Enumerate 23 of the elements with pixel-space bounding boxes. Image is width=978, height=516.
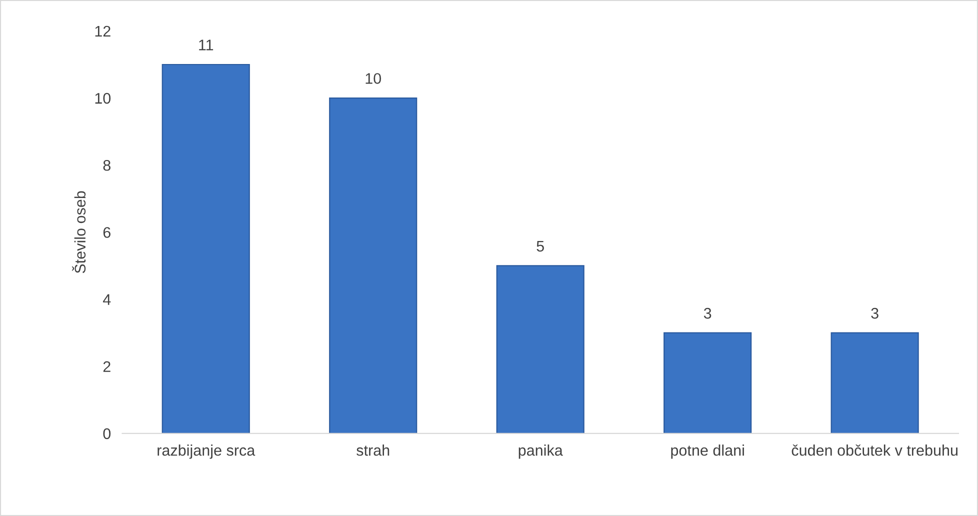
x-tick-label: razbijanje srca: [158, 444, 256, 459]
data-label: 3: [704, 308, 712, 319]
y-tick-label: 0: [103, 428, 111, 440]
x-tick-label: potne dlani: [671, 444, 744, 459]
bar: [329, 97, 418, 434]
y-tick-label: 12: [95, 26, 110, 36]
data-label: 10: [366, 73, 382, 84]
y-tick-label: 2: [103, 361, 110, 372]
y-tick-label: 8: [103, 160, 110, 171]
x-tick-label: strah: [356, 444, 390, 456]
bar: [830, 332, 919, 434]
y-tick-label: 6: [103, 227, 110, 238]
data-label: 11: [199, 40, 214, 50]
y-tick-label: 10: [95, 92, 111, 104]
x-tick-label: panika: [518, 444, 563, 459]
y-tick-label: 4: [102, 294, 111, 305]
data-label: 5: [536, 240, 544, 252]
y-axis-title: Število oseb: [72, 191, 86, 274]
bar: [162, 64, 250, 434]
x-tick-label: čuden občutek v trebuhu: [792, 444, 958, 456]
bar: [664, 332, 752, 434]
bar: [496, 265, 584, 434]
data-label: 3: [871, 308, 878, 319]
